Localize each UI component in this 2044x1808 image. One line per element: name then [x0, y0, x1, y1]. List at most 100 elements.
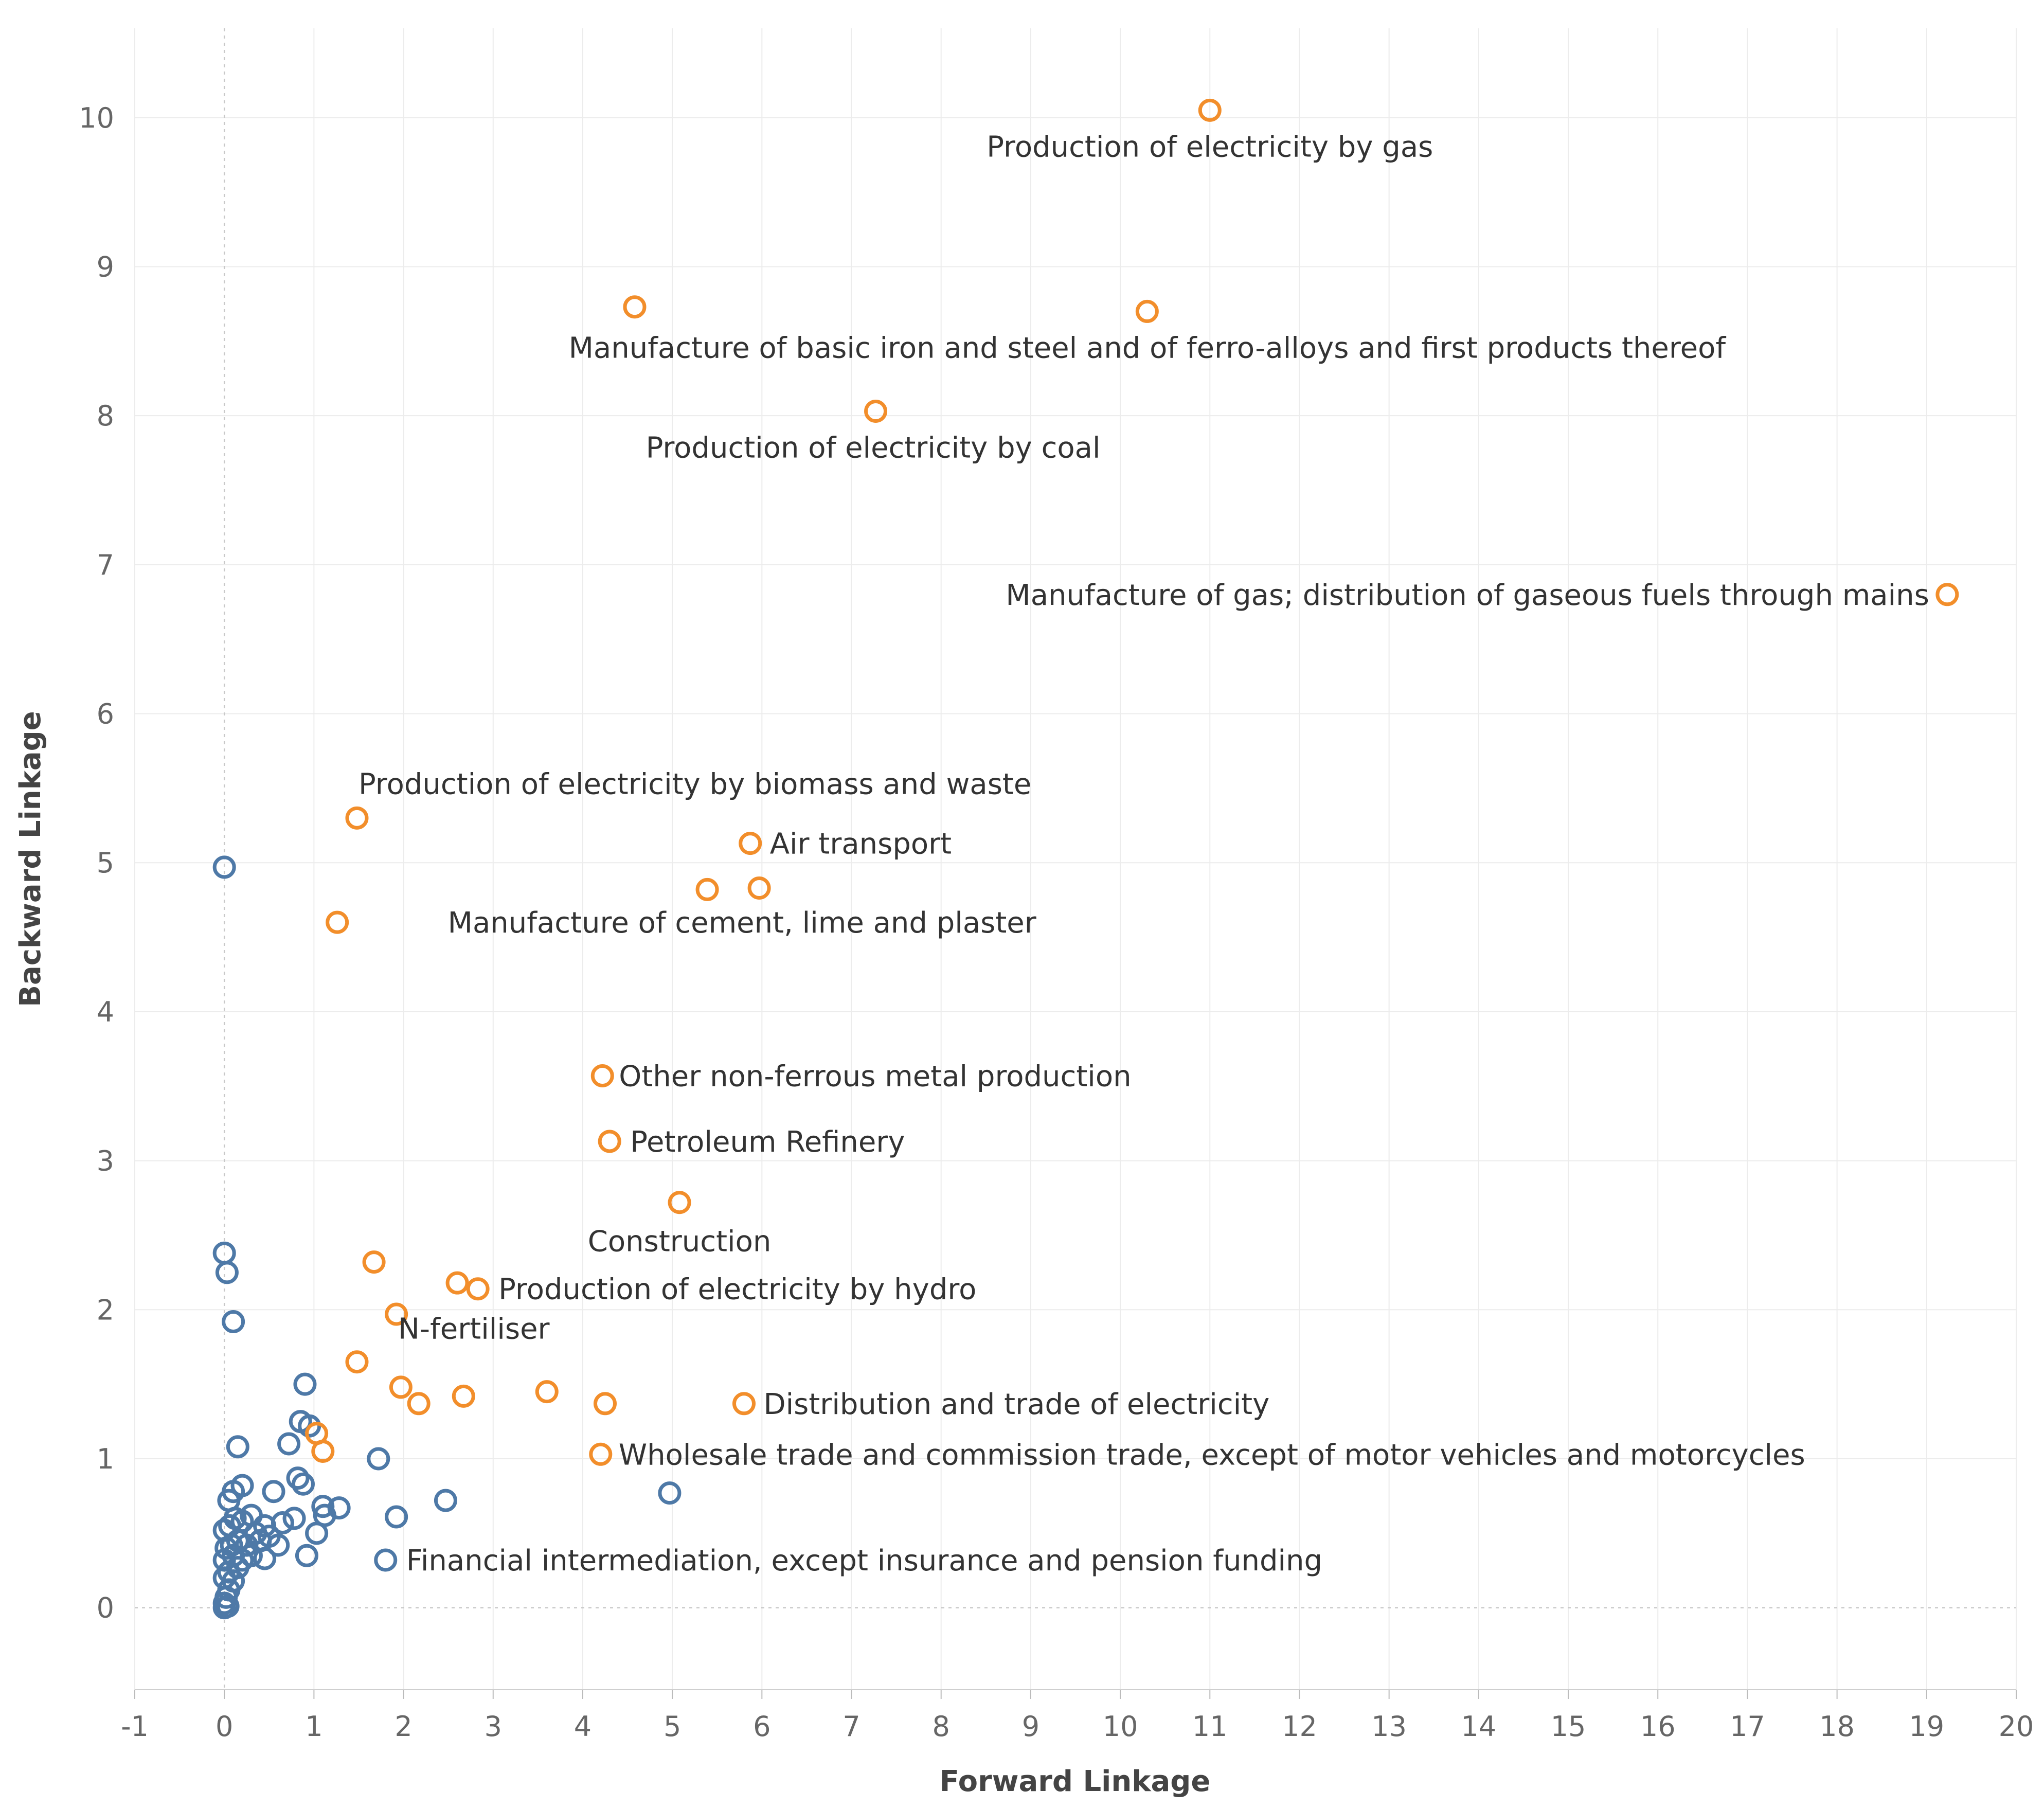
point-label: Financial intermediation, except insuran… [406, 1544, 1322, 1578]
sector-point [253, 1547, 277, 1570]
x-tick-label: 5 [664, 1710, 681, 1743]
sector-point [298, 1414, 321, 1438]
point-label: Other non-ferrous metal production [619, 1060, 1131, 1093]
highlighted-point [864, 399, 888, 423]
highlighted-point [594, 1392, 617, 1416]
highlighted-point [590, 1064, 614, 1087]
x-tick-label: 8 [933, 1710, 950, 1743]
point-label: Production of electricity by hydro [498, 1273, 976, 1306]
highlighted-point [695, 878, 719, 901]
x-tick-label: -1 [121, 1710, 149, 1743]
y-tick-label: 3 [97, 1145, 114, 1177]
point-label: Production of electricity by gas [987, 130, 1433, 164]
point-label: Production of electricity by coal [646, 431, 1101, 464]
x-tick-label: 6 [753, 1710, 770, 1743]
x-tick-label: 10 [1103, 1710, 1138, 1743]
x-tick-label: 15 [1551, 1710, 1586, 1743]
y-tick-label: 4 [97, 996, 114, 1028]
y-tick-label: 2 [97, 1294, 114, 1326]
highlighted-point [598, 1130, 621, 1153]
sector-point [286, 1466, 310, 1490]
point-label: Production of electricity by biomass and… [358, 767, 1031, 801]
highlighted-point [589, 1442, 613, 1466]
y-tick-label: 9 [97, 250, 114, 283]
sector-point [385, 1505, 408, 1529]
sector-point [291, 1472, 315, 1496]
highlighted-point [535, 1380, 559, 1404]
sector-point [277, 1432, 301, 1456]
point-label: Manufacture of basic iron and steel and … [569, 331, 1727, 365]
x-tick-label: 7 [842, 1710, 860, 1743]
point-label: N-fertiliser [398, 1313, 550, 1346]
x-tick-label: 18 [1819, 1710, 1855, 1743]
x-tick-label: 3 [485, 1710, 502, 1743]
x-axis-title: Forward Linkage [940, 1765, 1211, 1798]
sector-point [212, 855, 236, 879]
sector-point [212, 1596, 236, 1620]
highlighted-point [385, 1302, 408, 1326]
x-tick-label: 19 [1909, 1710, 1944, 1743]
x-tick-label: 9 [1022, 1710, 1039, 1743]
x-gridlines [134, 28, 2017, 1699]
x-tick-label: 20 [1999, 1710, 2034, 1743]
x-tick-labels: -1 0 1 2 3 4 5 6 7 8 9 10 11 12 13 14 15 16 17 18 19 20 [121, 1710, 2034, 1743]
x-tick-label: 11 [1192, 1710, 1228, 1743]
x-tick-label: 17 [1730, 1710, 1765, 1743]
highlighted-point [623, 295, 647, 319]
sector-point [214, 1536, 238, 1560]
y-tick-label: 6 [97, 698, 114, 730]
highlighted-point [407, 1392, 431, 1416]
highlighted-point [345, 1350, 369, 1374]
sector-point [658, 1481, 682, 1505]
highlighted-point [445, 1271, 469, 1295]
sector-point [374, 1548, 398, 1572]
x-tick-label: 0 [216, 1710, 233, 1743]
y-tick-label: 7 [97, 549, 114, 581]
point-label: Manufacture of gas; distribution of gase… [1006, 579, 1929, 612]
x-tick-label: 14 [1461, 1710, 1496, 1743]
x-tick-label: 4 [574, 1710, 591, 1743]
x-tick-label: 1 [305, 1710, 322, 1743]
sector-point [434, 1489, 457, 1512]
highlighted-point [389, 1375, 413, 1399]
highlighted-point [452, 1384, 475, 1408]
point-label: Construction [588, 1225, 772, 1259]
y-tick-label: 1 [97, 1443, 114, 1475]
y-tick-label: 10 [79, 102, 114, 134]
sector-point [293, 1372, 317, 1396]
point-label: Air transport [770, 828, 952, 861]
highlighted-point [1135, 299, 1159, 323]
highlighted-point [1198, 98, 1222, 122]
x-tick-label: 12 [1282, 1710, 1317, 1743]
highlighted-point [739, 832, 762, 855]
highlighted-point [747, 876, 771, 900]
highlighted-point [362, 1250, 386, 1274]
y-tick-label: 0 [97, 1592, 114, 1624]
y-tick-label: 5 [97, 847, 114, 879]
sector-point [305, 1521, 329, 1545]
x-tick-label: 2 [395, 1710, 412, 1743]
point-label: Wholesale trade and commission trade, ex… [619, 1438, 1805, 1472]
highlighted-point [466, 1277, 490, 1301]
point-label: Distribution and trade of electricity [763, 1388, 1269, 1421]
point-label: Manufacture of cement, lime and plaster [448, 906, 1037, 940]
highlighted-point [732, 1392, 756, 1416]
y-tick-labels: 0 1 2 3 4 5 6 7 8 9 10 [79, 102, 114, 1624]
sector-point [311, 1495, 335, 1518]
x-tick-label: 13 [1371, 1710, 1407, 1743]
sector-point [367, 1447, 390, 1471]
sector-point [282, 1507, 306, 1530]
sector-point [262, 1480, 285, 1503]
point-label: Petroleum Refinery [630, 1125, 905, 1159]
highlighted-point [1935, 583, 1959, 606]
y-tick-label: 8 [97, 400, 114, 432]
highlighted-point [345, 806, 369, 830]
x-tick-label: 16 [1640, 1710, 1676, 1743]
highlighted-point [326, 910, 349, 934]
sector-point [215, 1261, 239, 1284]
y-axis-title: Backward Linkage [14, 711, 47, 1007]
highlighted-point [311, 1440, 335, 1463]
y-gridlines [135, 117, 2016, 1459]
sector-point [295, 1544, 318, 1567]
